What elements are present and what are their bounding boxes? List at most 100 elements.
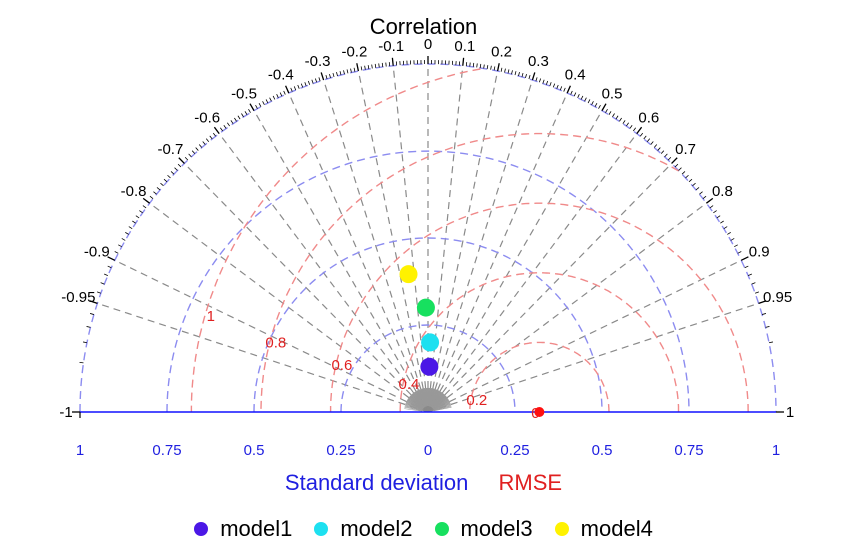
minor-corr-tick: [629, 125, 633, 129]
minor-corr-tick: [191, 150, 196, 154]
legend-item-model2: model2: [314, 516, 413, 542]
rmse-axis-label: RMSE: [498, 470, 563, 495]
minor-ray: [404, 408, 423, 412]
minor-corr-tick: [511, 70, 513, 75]
minor-corr-tick: [500, 67, 503, 72]
minor-corr-tick: [272, 95, 276, 100]
minor-corr-tick: [723, 226, 728, 230]
corr-tick-label: -0.5: [231, 85, 257, 102]
minor-corr-tick: [241, 113, 244, 118]
minor-corr-tick: [538, 78, 542, 83]
minor-corr-tick: [212, 132, 217, 137]
corr-tick-label: -0.3: [305, 53, 331, 70]
point-model4: [399, 265, 418, 284]
minor-corr-tick: [713, 210, 717, 214]
minor-corr-tick: [244, 111, 248, 115]
model-points: [399, 265, 545, 417]
rmse-label: 0.2: [466, 392, 487, 409]
corr-major-tick: [740, 256, 749, 261]
minor-ray: [404, 404, 423, 411]
point-model1: [420, 357, 439, 376]
minor-corr-tick: [332, 72, 335, 78]
minor-corr-tick: [132, 220, 136, 224]
corr-tick-label: -1: [59, 404, 72, 421]
minor-corr-tick: [336, 72, 338, 77]
minor-corr-tick: [364, 65, 366, 70]
corr-tick-label: 0.8: [712, 183, 733, 200]
minor-corr-tick: [89, 313, 95, 315]
corr-major-tick: [89, 300, 98, 304]
minor-corr-tick: [608, 111, 612, 115]
minor-corr-tick: [202, 141, 206, 145]
legend-item-model3: model3: [434, 516, 533, 542]
corr-major-tick: [107, 256, 116, 261]
minor-corr-tick: [230, 120, 234, 124]
corr-tick-label: 0.4: [565, 67, 586, 84]
minor-corr-tick: [716, 215, 721, 219]
legend-marker: [554, 522, 569, 536]
minor-corr-tick: [734, 244, 738, 248]
minor-corr-tick: [598, 104, 601, 109]
minor-corr-tick: [528, 75, 531, 80]
rmse-arc: [260, 132, 679, 412]
minor-corr-tick: [490, 65, 492, 70]
minor-corr-tick: [262, 101, 265, 106]
minor-corr-tick: [660, 150, 665, 154]
std-tick-label: 0.25: [326, 442, 355, 459]
minor-corr-tick: [237, 115, 241, 120]
minor-corr-tick: [483, 64, 485, 69]
minor-corr-tick: [744, 265, 749, 269]
std-axis-label: Standard deviation: [284, 470, 469, 495]
minor-corr-tick: [209, 135, 213, 140]
minor-ray: [433, 405, 452, 411]
corr-major-tick: [496, 63, 500, 72]
corr-major-tick: [320, 72, 325, 81]
minor-corr-tick: [353, 67, 356, 72]
correlation-ray: [427, 302, 759, 413]
corr-tick-label: -0.1: [378, 38, 404, 55]
minor-corr-tick: [650, 141, 654, 145]
minor-corr-tick: [552, 83, 556, 88]
minor-corr-tick: [142, 205, 147, 209]
minor-corr-tick: [657, 147, 661, 151]
corr-major-tick: [391, 57, 394, 66]
minor-corr-tick: [174, 167, 178, 171]
corr-tick-label: 0: [424, 36, 432, 53]
corr-tick-label: -0.95: [61, 289, 95, 306]
minor-corr-tick: [472, 62, 475, 68]
corr-major-tick: [636, 126, 643, 134]
minor-corr-tick: [699, 191, 703, 195]
correlation-ray: [427, 259, 742, 413]
minor-corr-tick: [276, 94, 279, 98]
minor-corr-tick: [632, 127, 637, 132]
minor-corr-tick: [619, 117, 622, 122]
minor-corr-tick: [329, 73, 331, 79]
minor-corr-tick: [674, 163, 679, 168]
corr-tick-label: 0.9: [749, 244, 770, 261]
minor-corr-tick: [584, 97, 587, 102]
minor-corr-tick: [476, 63, 478, 68]
corr-major-tick: [462, 57, 465, 66]
minor-corr-tick: [577, 94, 580, 98]
minor-corr-tick: [139, 210, 143, 214]
minor-corr-tick: [765, 326, 770, 328]
minor-corr-tick: [297, 84, 300, 89]
minor-corr-tick: [754, 291, 760, 294]
std-tick-label: 0.75: [152, 442, 181, 459]
minor-corr-tick: [643, 135, 647, 140]
legend-label: model2: [340, 516, 413, 541]
correlation-ray: [183, 163, 429, 413]
correlation-ray: [392, 65, 429, 413]
minor-corr-tick: [580, 95, 584, 100]
minor-corr-tick: [170, 171, 175, 175]
minor-corr-tick: [727, 232, 731, 235]
minor-corr-tick: [573, 92, 577, 97]
minor-corr-tick: [622, 120, 626, 124]
minor-corr-tick: [265, 99, 269, 104]
std-tick-label: 0.5: [592, 442, 613, 459]
minor-corr-tick: [605, 109, 608, 113]
minor-corr-tick: [96, 291, 102, 294]
minor-corr-tick: [307, 80, 311, 85]
minor-corr-tick: [504, 68, 506, 73]
corr-tick-label: -0.4: [268, 67, 294, 84]
